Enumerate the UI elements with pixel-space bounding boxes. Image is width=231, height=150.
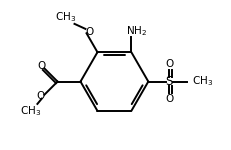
Text: O: O [36, 91, 45, 101]
Text: O: O [85, 27, 93, 37]
Text: O: O [38, 61, 46, 71]
Text: CH$_3$: CH$_3$ [55, 10, 76, 24]
Text: CH$_3$: CH$_3$ [192, 75, 213, 88]
Text: NH$_2$: NH$_2$ [126, 24, 147, 38]
Text: O: O [165, 94, 173, 105]
Text: O: O [165, 59, 173, 69]
Text: CH$_3$: CH$_3$ [20, 104, 41, 118]
Text: S: S [165, 75, 173, 88]
